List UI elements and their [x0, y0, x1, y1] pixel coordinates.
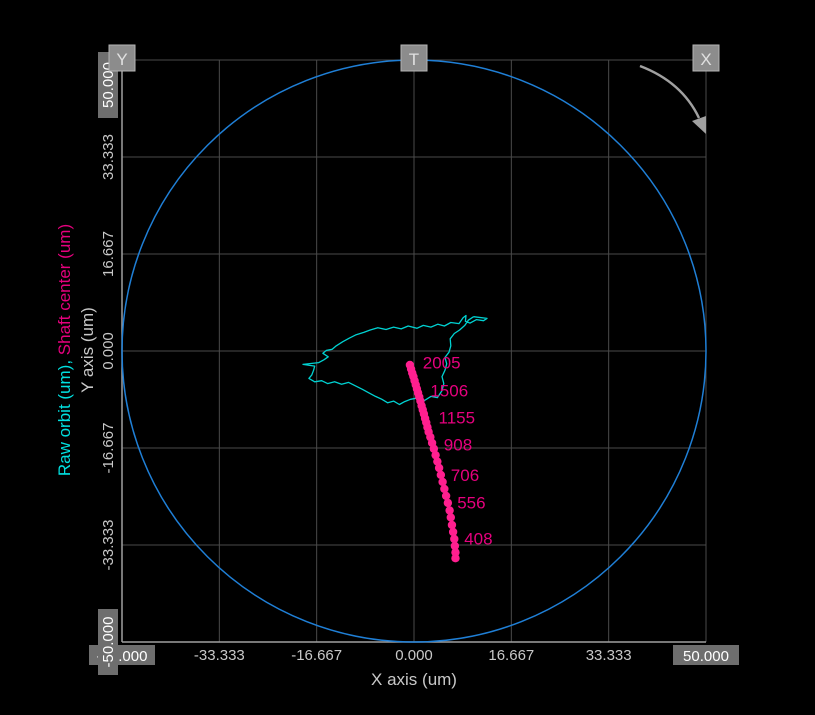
- probe-marker-box: [108, 44, 136, 72]
- y-tick-label: -16.667: [100, 423, 117, 474]
- y-tick-label-group: 33.333: [100, 134, 117, 180]
- y-tick-label-group: -50.000: [98, 609, 118, 675]
- y-tick-label-group: 0.000: [100, 332, 117, 370]
- shaft-center-point: [451, 553, 460, 563]
- y-tick-label: -33.333: [100, 520, 117, 571]
- shaft-center-point: [450, 534, 459, 544]
- shaft-center-group: [405, 360, 460, 563]
- shaft-center-point: [429, 444, 439, 453]
- raw-orbit-line: [302, 314, 488, 406]
- x-tick-label: 33.333: [586, 647, 632, 664]
- raw-orbit-group: [302, 314, 488, 406]
- tick-label-group: -50.000 -33.333 -16.667 0.000 16.667 33.333 50…: [89, 52, 739, 675]
- rotation-arrow-group: [639, 64, 706, 134]
- shaft-center-point: [443, 498, 453, 508]
- y-tick-label-box: [98, 609, 118, 675]
- probe-marker-label: Y: [116, 50, 127, 69]
- shaft-center-point: [450, 541, 460, 551]
- y-tick-label: -50.000: [100, 617, 117, 668]
- rpm-label: 706: [451, 466, 479, 485]
- shaft-center-point: [448, 527, 458, 537]
- shaft-center-point: [451, 548, 460, 557]
- shaft-center-point: [447, 520, 457, 530]
- x-tick-label: 50.000: [683, 648, 729, 665]
- rpm-label: 408: [464, 529, 492, 548]
- x-tick-label: 16.667: [488, 647, 534, 664]
- shaft-center-point: [433, 457, 442, 466]
- x-tick-label: -33.333: [194, 647, 245, 664]
- x-tick-label: -16.667: [291, 647, 342, 664]
- y-tick-label-group: -16.667: [100, 423, 117, 474]
- shaft-center-point: [436, 470, 446, 480]
- x-tick-label-box: [673, 645, 739, 665]
- rpm-label: 2005: [423, 354, 461, 373]
- rpm-label-group: 2005 1506 1155 908 706 556 408: [423, 354, 493, 549]
- probe-marker-label: T: [409, 50, 419, 69]
- legend-raw-orbit: Raw orbit (um): [55, 365, 74, 476]
- probe-marker-box: [400, 44, 428, 72]
- y-axis-title: Y axis (um): [78, 307, 97, 393]
- rpm-label: 556: [457, 493, 485, 512]
- legend-shaft-center: Shaft center (um): [55, 224, 74, 355]
- shaft-center-point: [434, 463, 444, 473]
- rotation-arrow-icon: [639, 64, 701, 119]
- y-tick-label-group: 16.667: [100, 231, 117, 277]
- shaft-center-point: [440, 484, 449, 494]
- x-axis-title: X axis (um): [371, 670, 457, 689]
- shaft-center-point: [445, 506, 454, 515]
- probe-marker-box: [692, 44, 720, 72]
- y-tick-label-group: -33.333: [100, 520, 117, 571]
- shaft-center-point: [446, 513, 455, 522]
- probe-marker-label: X: [700, 50, 711, 69]
- x-tick-label: 0.000: [395, 647, 433, 664]
- rpm-label: 1506: [430, 382, 468, 401]
- y-tick-label: 33.333: [100, 134, 117, 180]
- shaft-center-point: [441, 491, 451, 501]
- y-tick-label: 0.000: [100, 332, 117, 370]
- rpm-label: 908: [444, 436, 472, 455]
- rotation-arrow-head-icon: [692, 116, 706, 134]
- rpm-label: 1155: [439, 408, 476, 427]
- shaft-center-point: [431, 450, 440, 460]
- y-tick-label: 50.000: [100, 62, 117, 108]
- y-axis-series-legend: Raw orbit (um), Shaft center (um): [55, 224, 74, 476]
- legend-separator: ,: [55, 355, 74, 364]
- shaft-center-point: [438, 477, 447, 487]
- y-tick-label: 16.667: [100, 231, 117, 277]
